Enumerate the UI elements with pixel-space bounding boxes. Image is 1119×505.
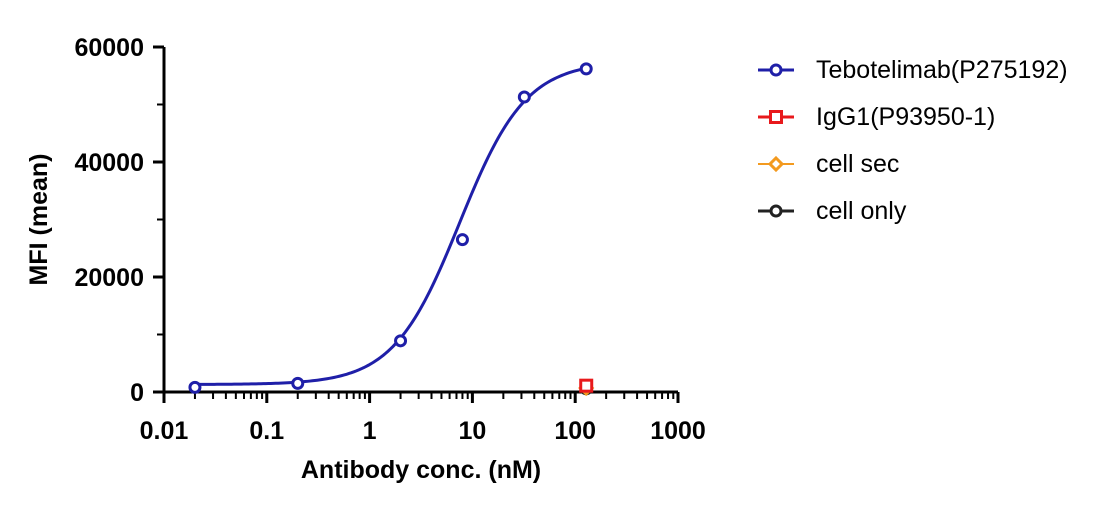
x-axis-ticks: 0.01 0.1 1 10 100 1000 (140, 392, 706, 445)
fit-curve-series-0 (194, 66, 587, 386)
legend-item-igg1: IgG1(P93950-1) (758, 103, 995, 131)
data-point-series-0-1 (291, 376, 305, 390)
data-points (188, 62, 595, 397)
legend-marker-series-2 (767, 155, 785, 173)
legend: Tebotelimab(P275192) IgG1(P93950-1) cell… (758, 56, 1068, 225)
x-tick-label: 0.1 (249, 417, 284, 445)
legend-marker-series-0 (769, 63, 783, 77)
legend-label-cell-sec: cell sec (816, 150, 899, 178)
y-tick-label: 0 (130, 379, 144, 407)
legend-label-tebotelimab: Tebotelimab(P275192) (816, 56, 1068, 84)
y-tick-label: 40000 (74, 149, 144, 177)
y-axis-ticks: 0 20000 40000 60000 (74, 34, 164, 407)
fit-curves (194, 66, 587, 386)
data-point-series-0-3 (455, 233, 469, 247)
legend-marker-series-3 (769, 204, 783, 218)
data-point-series-0-4 (517, 90, 531, 104)
legend-label-igg1: IgG1(P93950-1) (816, 103, 995, 131)
x-tick-label: 100 (554, 417, 596, 445)
legend-item-cell-sec: cell sec (758, 150, 899, 178)
data-point-series-1-0 (579, 378, 594, 393)
x-tick-label: 0.01 (140, 417, 189, 445)
y-tick-label: 60000 (74, 34, 144, 62)
legend-item-tebotelimab: Tebotelimab(P275192) (758, 56, 1068, 84)
y-tick-label: 20000 (74, 264, 144, 292)
x-axis-title: Antibody conc. (nM) (301, 456, 541, 484)
data-point-series-0-0 (188, 380, 202, 394)
y-axis-title: MFI (mean) (25, 154, 53, 286)
x-tick-label: 1 (363, 417, 377, 445)
legend-label-cell-only: cell only (816, 197, 907, 225)
x-tick-label: 1000 (650, 417, 706, 445)
data-point-series-0-5 (579, 62, 593, 76)
x-tick-label: 10 (458, 417, 486, 445)
legend-marker-series-1 (769, 110, 783, 124)
legend-item-cell-only: cell only (758, 197, 907, 225)
data-point-series-0-2 (394, 334, 408, 348)
axes (162, 47, 678, 394)
